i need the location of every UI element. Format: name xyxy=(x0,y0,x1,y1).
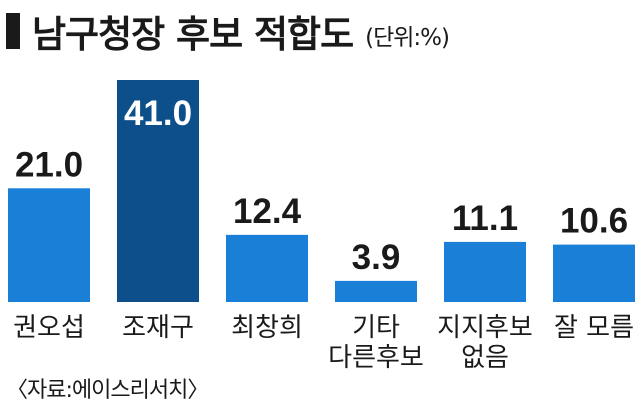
category-label-2-0: 최창희 xyxy=(231,313,303,343)
category-label-3-0: 기타 xyxy=(352,313,400,343)
chart-title: 남구청장 후보 적합도 xyxy=(32,13,354,56)
bar-5 xyxy=(553,244,635,302)
bar-3 xyxy=(335,280,417,302)
category-label-4-0: 지지후보 xyxy=(437,313,533,343)
category-label-3-1: 다른후보 xyxy=(328,343,424,372)
bar-1 xyxy=(117,80,199,302)
title-row: 남구청장 후보 적합도 (단위:%) xyxy=(6,2,450,60)
bar-0 xyxy=(8,188,90,302)
category-label-1-0: 조재구 xyxy=(122,313,194,343)
value-label-1: 41.0 xyxy=(124,94,192,133)
source-note: 〈자료:에이스리서치〉 xyxy=(6,378,209,403)
value-label-5: 10.6 xyxy=(560,202,628,241)
value-label-3: 3.9 xyxy=(352,238,401,277)
bar-4 xyxy=(444,241,526,302)
value-label-4: 11.1 xyxy=(452,199,518,238)
value-label-2: 12.4 xyxy=(233,192,302,231)
unit-label: (단위:%) xyxy=(365,25,450,51)
category-label-5-0: 잘 모름 xyxy=(554,313,634,343)
bar-2 xyxy=(226,234,308,302)
category-label-4-1: 없음 xyxy=(461,343,509,372)
title-marker xyxy=(6,13,20,49)
value-label-0: 21.0 xyxy=(15,145,83,184)
category-label-0-0: 권오섭 xyxy=(13,313,85,343)
